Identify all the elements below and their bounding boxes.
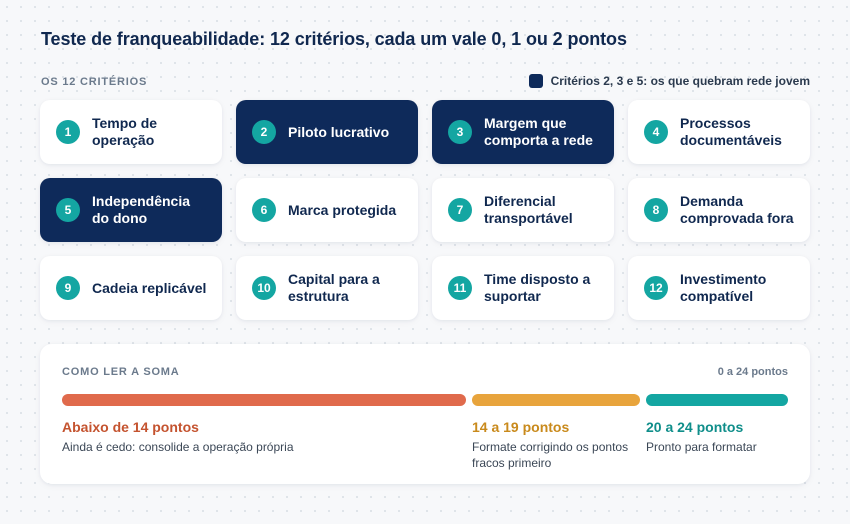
criterion-number: 7	[448, 198, 472, 222]
criterion-number: 11	[448, 276, 472, 300]
criterion-card-10: 10 Capital para a estrutura	[236, 256, 418, 320]
criterion-card-2: 2 Piloto lucrativo	[236, 100, 418, 164]
criterion-label: Independência do dono	[92, 193, 191, 226]
criterion-card-1: 1 Tempo de operação	[40, 100, 222, 164]
criterion-number: 12	[644, 276, 668, 300]
criterion-number: 1	[56, 120, 80, 144]
section-label: OS 12 CRITÉRIOS	[41, 76, 148, 88]
criterion-card-3: 3 Margem que comporta a rede	[432, 100, 614, 164]
criterion-card-7: 7 Diferencial transportável	[432, 178, 614, 242]
criterion-label: Investimento compatível	[680, 271, 767, 304]
criterion-label: Marca protegida	[288, 201, 397, 218]
criterion-card-6: 6 Marca protegida	[236, 178, 418, 242]
criterion-number: 6	[252, 198, 276, 222]
band-bar-mid	[472, 394, 640, 406]
band-title-mid: 14 a 19 pontos	[472, 419, 570, 435]
criterion-number: 8	[644, 198, 668, 222]
criterion-label: Time disposto a suportar	[484, 271, 591, 304]
band-desc-low: Ainda é cedo: consolide a operação própr…	[62, 440, 294, 454]
band-title-high: 20 a 24 pontos	[646, 419, 744, 435]
band-bar-high	[646, 394, 788, 406]
page-title: Teste de franqueabilidade: 12 critérios,…	[41, 29, 627, 49]
criterion-label: Processos documentáveis	[680, 115, 782, 148]
band-desc-high: Pronto para formatar	[646, 440, 757, 454]
criterion-card-5: 5 Independência do dono	[40, 178, 222, 242]
criterion-card-11: 11 Time disposto a suportar	[432, 256, 614, 320]
score-guide-panel: COMO LER A SOMA 0 a 24 pontos Abaixo de …	[40, 344, 810, 484]
criterion-number: 5	[56, 198, 80, 222]
band-title-low: Abaixo de 14 pontos	[62, 419, 199, 435]
legend-swatch	[528, 74, 543, 88]
criteria-grid: 1 Tempo de operação 2 Piloto lucrativo 3…	[40, 100, 810, 320]
criterion-number: 9	[56, 276, 80, 300]
criterion-label: Piloto lucrativo	[288, 123, 390, 140]
criterion-label: Margem que comporta a rede	[484, 115, 593, 148]
criterion-card-8: 8 Demanda comprovada fora	[628, 178, 810, 242]
score-guide-title: COMO LER A SOMA	[62, 366, 180, 378]
legend-label: Critérios 2, 3 e 5: os que quebram rede …	[550, 74, 810, 88]
criterion-card-12: 12 Investimento compatível	[628, 256, 810, 320]
criterion-number: 10	[252, 276, 276, 300]
band-desc-mid: Formate corrigindo os pontos fracos prim…	[472, 440, 629, 470]
criterion-card-4: 4 Processos documentáveis	[628, 100, 810, 164]
criterion-number: 4	[644, 120, 668, 144]
criterion-label: Diferencial transportável	[484, 193, 573, 226]
legend: Critérios 2, 3 e 5: os que quebram rede …	[528, 74, 810, 88]
criterion-number: 2	[252, 120, 276, 144]
criterion-number: 3	[448, 120, 472, 144]
criterion-label: Demanda comprovada fora	[680, 193, 794, 226]
score-range: 0 a 24 pontos	[717, 366, 788, 378]
criterion-card-9: 9 Cadeia replicável	[40, 256, 222, 320]
criterion-label: Cadeia replicável	[92, 279, 207, 296]
band-bar-low	[62, 394, 466, 406]
criterion-label: Tempo de operação	[92, 115, 158, 148]
criterion-label: Capital para a estrutura	[288, 271, 380, 304]
